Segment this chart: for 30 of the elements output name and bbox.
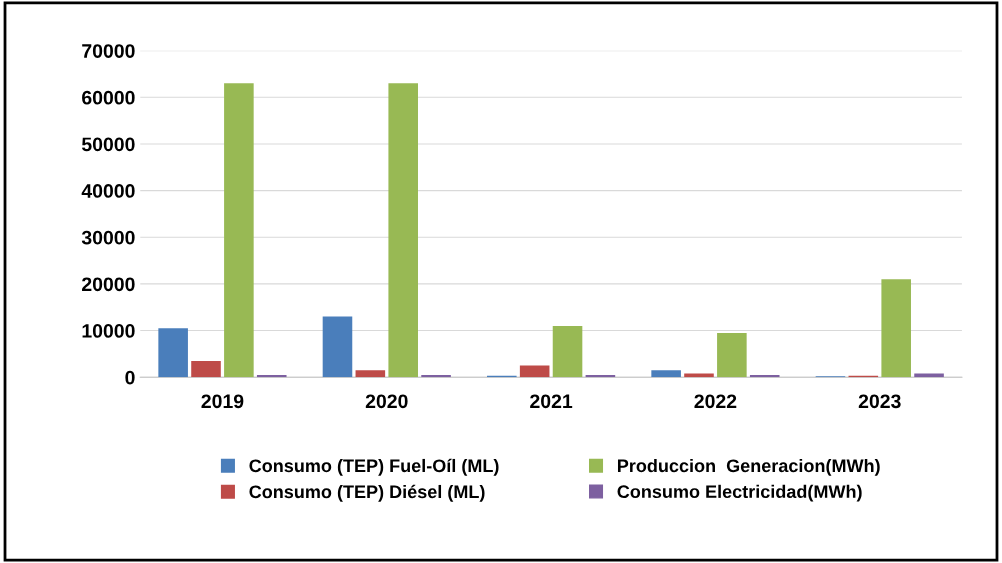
y-tick-label: 40000	[81, 184, 135, 198]
bar	[191, 360, 221, 378]
legend-label: Consumo (TEP) Fuel-Oíl (ML)	[249, 458, 499, 476]
bar	[684, 373, 714, 378]
x-tick-label: 2019	[201, 394, 244, 409]
legend-label: Produccion Generacion(MWh)	[617, 458, 880, 476]
y-tick-label: 50000	[81, 137, 135, 152]
bar	[881, 279, 911, 378]
y-tick-label: 10000	[82, 324, 135, 338]
bar	[322, 316, 353, 378]
bar	[355, 370, 386, 378]
bar	[552, 325, 583, 378]
y-tick-label: 0	[125, 370, 135, 385]
legend-label: Consumo Electricidad(MWh)	[617, 484, 862, 502]
legend-label: Consumo (TEP) Diésel (ML)	[249, 484, 485, 502]
y-tick-label: 70000	[82, 44, 135, 58]
bar	[158, 328, 188, 378]
x-tick-label: 2020	[365, 394, 408, 409]
y-tick-label: 30000	[81, 230, 135, 245]
x-tick-label: 2022	[694, 394, 737, 409]
y-tick-label: 20000	[82, 277, 135, 292]
bar	[224, 83, 254, 378]
bar	[651, 370, 681, 378]
bar	[519, 365, 550, 378]
y-tick-label: 60000	[82, 90, 135, 105]
x-tick-label: 2021	[530, 394, 573, 409]
bar	[914, 373, 944, 378]
bar	[717, 332, 747, 378]
bar	[388, 83, 418, 378]
x-tick-label: 2023	[858, 394, 901, 409]
